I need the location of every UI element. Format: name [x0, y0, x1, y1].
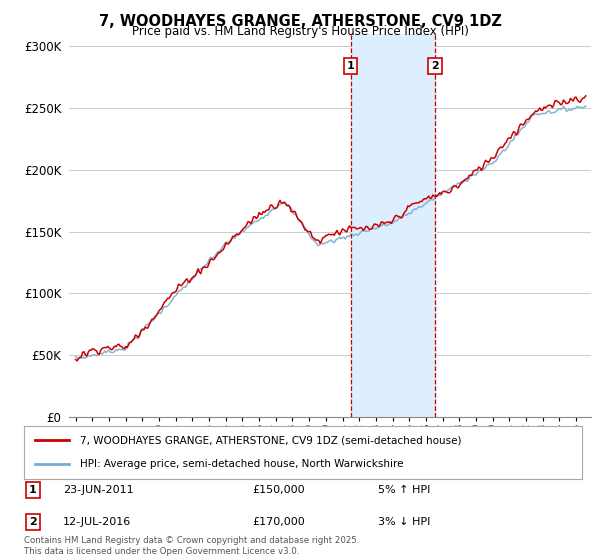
- Text: 1: 1: [29, 485, 37, 495]
- Text: Contains HM Land Registry data © Crown copyright and database right 2025.
This d: Contains HM Land Registry data © Crown c…: [24, 536, 359, 556]
- Text: £150,000: £150,000: [252, 485, 305, 495]
- Text: 7, WOODHAYES GRANGE, ATHERSTONE, CV9 1DZ (semi-detached house): 7, WOODHAYES GRANGE, ATHERSTONE, CV9 1DZ…: [80, 436, 461, 446]
- Text: Price paid vs. HM Land Registry's House Price Index (HPI): Price paid vs. HM Land Registry's House …: [131, 25, 469, 38]
- Text: 12-JUL-2016: 12-JUL-2016: [63, 517, 131, 527]
- Text: 3% ↓ HPI: 3% ↓ HPI: [378, 517, 430, 527]
- Text: 1: 1: [347, 61, 355, 71]
- Bar: [350, 34, 435, 417]
- Text: 2: 2: [431, 61, 439, 71]
- Text: 5% ↑ HPI: 5% ↑ HPI: [378, 485, 430, 495]
- Text: HPI: Average price, semi-detached house, North Warwickshire: HPI: Average price, semi-detached house,…: [80, 459, 403, 469]
- Text: 23-JUN-2011: 23-JUN-2011: [63, 485, 134, 495]
- Text: £170,000: £170,000: [252, 517, 305, 527]
- Text: 2: 2: [29, 517, 37, 527]
- Text: 7, WOODHAYES GRANGE, ATHERSTONE, CV9 1DZ: 7, WOODHAYES GRANGE, ATHERSTONE, CV9 1DZ: [98, 14, 502, 29]
